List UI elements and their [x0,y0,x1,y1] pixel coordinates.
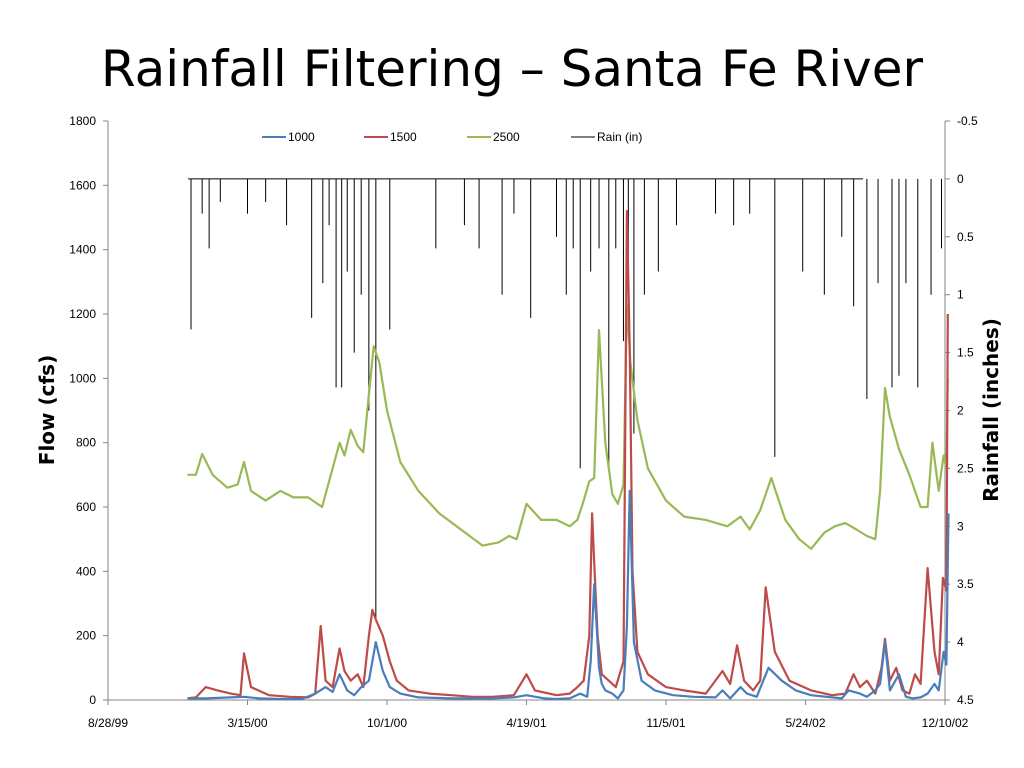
y2-tick-label: 0.5 [957,230,974,244]
y2-axis-title: Rainfall (inches) [979,318,1003,502]
y-tick-label: 0 [89,693,96,707]
y-tick-label: 1400 [69,243,96,257]
y2-tick-label: 0 [957,172,964,186]
y2-tick-label: 4 [957,635,964,649]
axes: 0 200 400 600 800 1000 1200 1400 1600 1800 -0.5 0 0.… [69,114,978,730]
x-tick-label: 11/5/01 [646,716,685,730]
legend-label: 1500 [390,130,417,144]
x-tick-label: 12/10/02 [922,716,969,730]
y-axis-title: Flow (cfs) [35,355,59,465]
y2-tick-label: 3.5 [957,577,974,591]
x-tick-label: 4/19/01 [506,716,546,730]
x-tick-label: 5/24/02 [785,716,825,730]
y-tick-label: 600 [76,500,96,514]
series-2500 [187,303,949,550]
y-tick-label: 800 [76,436,96,450]
y2-tick-label: 2 [957,404,964,418]
y2-tick-label: 4.5 [957,693,974,707]
x-tick-label: 3/15/00 [227,716,267,730]
y2-tick-label: 3 [957,519,964,533]
slide-title: Rainfall Filtering – Santa Fe River [100,40,924,98]
x-tick-label: 10/1/00 [367,716,407,730]
series-line-1000 [187,489,950,701]
y-tick-label: 1800 [69,114,96,128]
x-tick-label: 8/28/99 [88,716,128,730]
legend-label: Rain (in) [597,130,642,144]
legend: 1000 1500 2500 Rain (in) [262,130,642,144]
series-rain [188,178,943,619]
y2-tick-label: 1.5 [957,346,974,360]
y-tick-label: 1000 [69,371,96,385]
series-line-2500 [187,303,949,550]
series-1000 [187,489,950,701]
y-tick-label: 1200 [69,307,96,321]
y2-tick-label: 1 [957,288,964,302]
legend-label: 2500 [493,130,520,144]
y-tick-label: 1600 [69,178,96,192]
y2-tick-label: 2.5 [957,461,974,475]
y-tick-label: 200 [76,629,96,643]
y-tick-label: 400 [76,564,96,578]
y2-tick-label: -0.5 [957,114,978,128]
series-line-1500 [187,210,949,700]
legend-label: 1000 [288,130,315,144]
series-1500 [187,210,949,700]
